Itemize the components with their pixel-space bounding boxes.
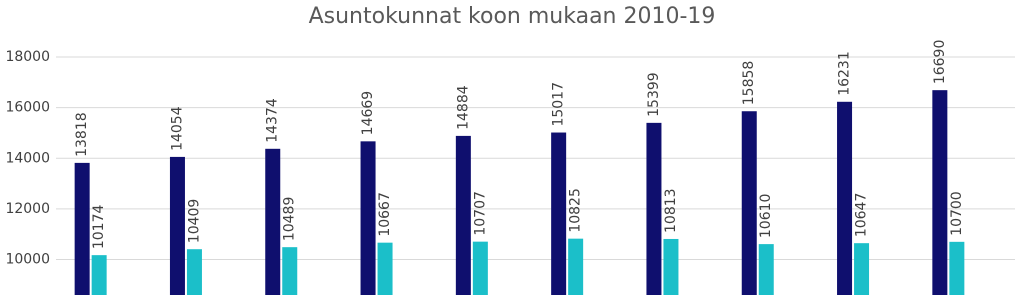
chart-title: Asuntokunnat koon mukaan 2010-19	[309, 4, 716, 29]
bar	[186, 249, 202, 295]
bar	[646, 122, 662, 295]
data-label: 10489	[282, 197, 298, 242]
bar	[74, 162, 90, 295]
data-label: 16690	[932, 40, 948, 85]
data-label: 10409	[186, 199, 202, 244]
data-label: 10813	[663, 188, 679, 233]
data-label: 15399	[646, 72, 662, 117]
data-label: 10667	[377, 192, 393, 237]
bar	[932, 90, 948, 295]
bar	[265, 148, 281, 295]
data-label: 15858	[741, 61, 757, 106]
y-tick-label: 18000	[5, 49, 50, 65]
bar	[837, 101, 853, 295]
bar	[472, 241, 488, 295]
data-label: 13818	[74, 112, 90, 157]
data-label: 10700	[949, 191, 965, 236]
data-label: 10647	[854, 193, 870, 238]
data-label: 10174	[91, 205, 107, 250]
bar	[169, 156, 185, 295]
data-label: 14054	[169, 106, 185, 151]
y-tick-label: 12000	[5, 201, 50, 217]
y-tick-label: 14000	[5, 150, 50, 166]
y-tick-label: 16000	[5, 100, 50, 116]
bar	[282, 247, 298, 295]
bar	[360, 141, 376, 295]
data-label: 10610	[758, 194, 774, 239]
bar	[741, 111, 757, 295]
bar	[455, 135, 471, 295]
bar	[663, 238, 679, 295]
bar	[758, 244, 774, 295]
bar	[854, 243, 870, 295]
data-label: 14669	[360, 91, 376, 136]
data-label: 14884	[455, 85, 471, 130]
data-label: 15017	[551, 82, 567, 127]
y-tick-label: 10000	[5, 252, 50, 268]
data-label: 10707	[472, 191, 488, 236]
bar	[91, 255, 107, 295]
bar	[568, 238, 584, 295]
data-label: 16231	[837, 51, 853, 96]
bar	[949, 241, 965, 295]
data-label: 14374	[265, 98, 281, 143]
bar	[377, 242, 393, 295]
bar	[551, 132, 567, 295]
data-label: 10825	[568, 188, 584, 233]
